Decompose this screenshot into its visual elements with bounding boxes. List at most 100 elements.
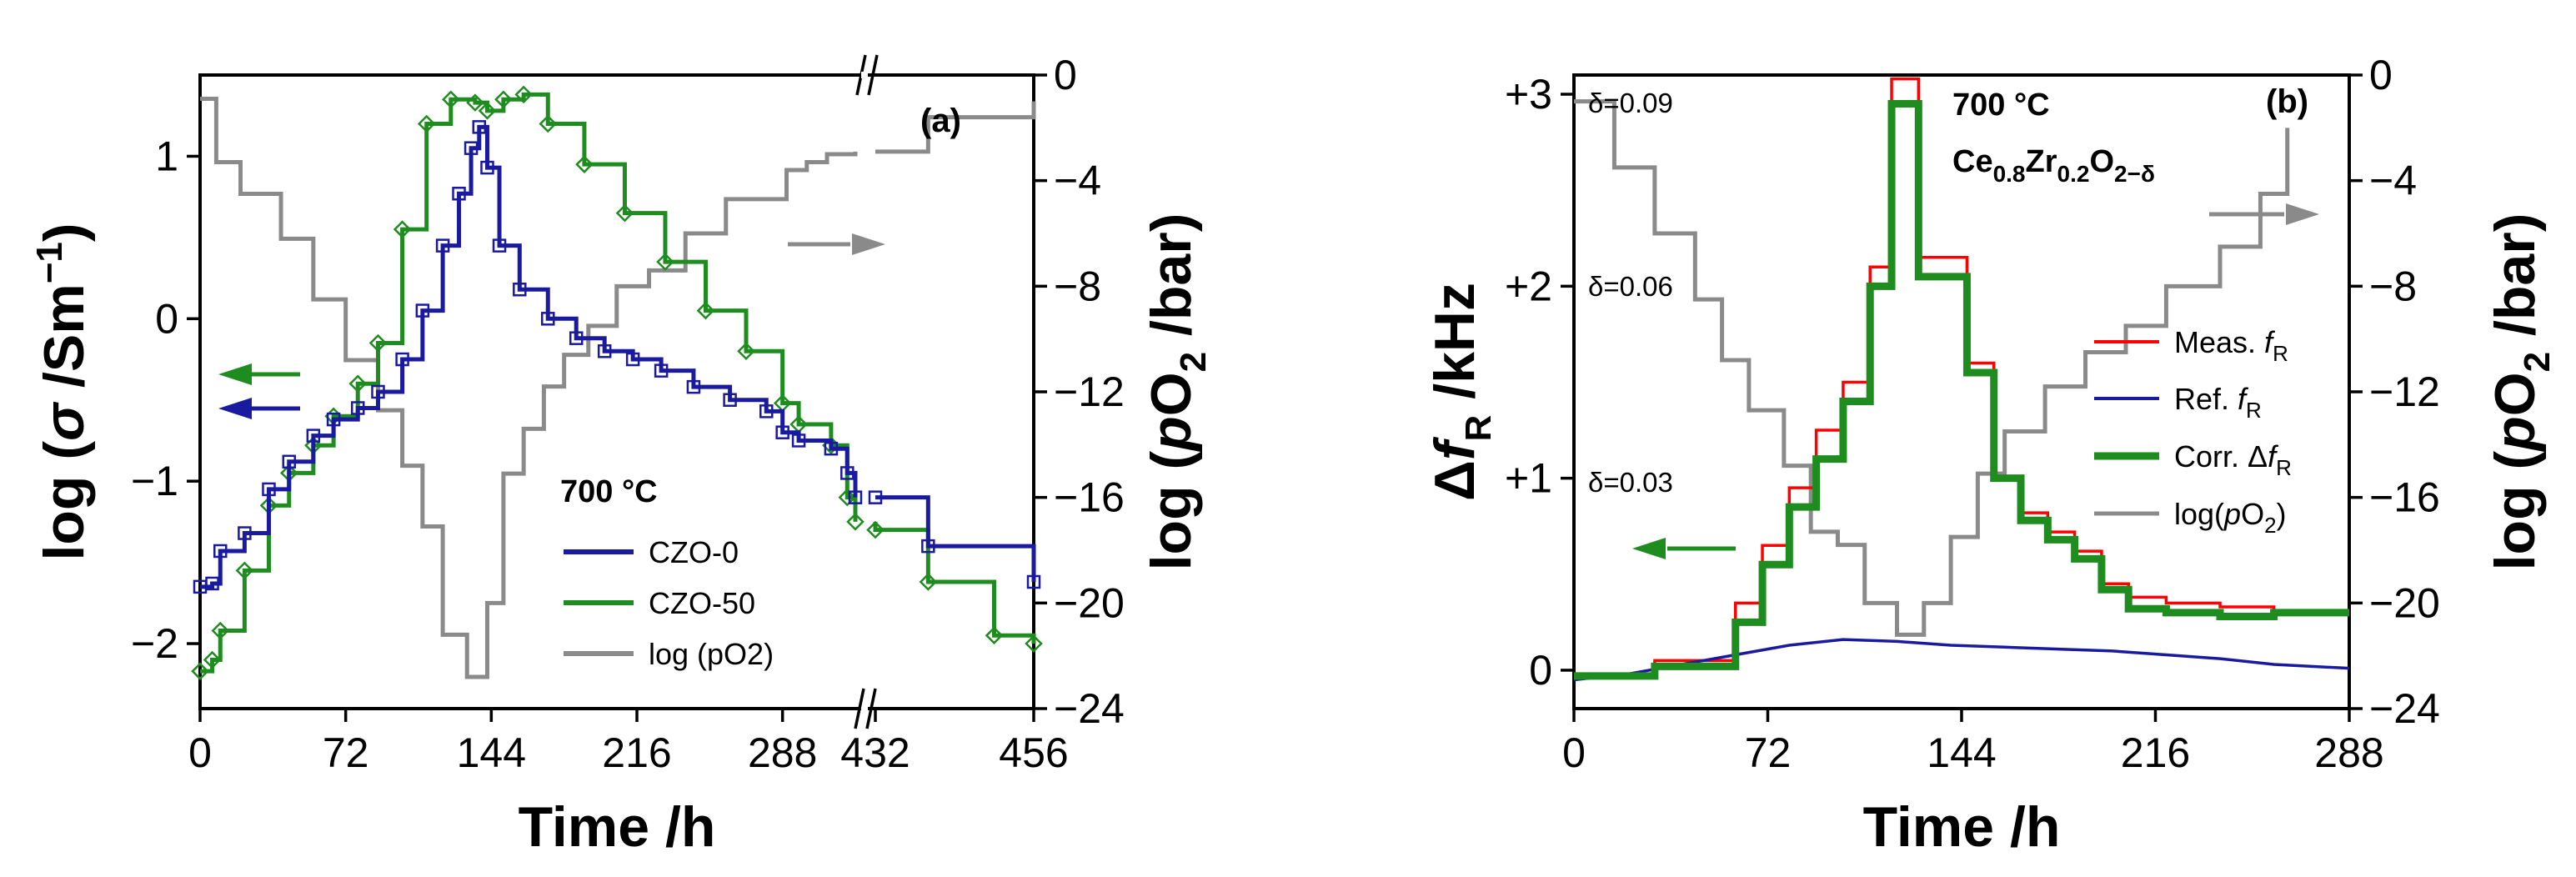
a-point bbox=[417, 114, 436, 133]
a-point bbox=[211, 621, 230, 640]
panel-a-panel-label: (a) bbox=[920, 103, 961, 139]
a-point bbox=[775, 425, 789, 439]
a-point bbox=[848, 490, 863, 504]
a-point bbox=[615, 203, 634, 223]
a-series-log-po2- bbox=[200, 97, 1036, 679]
b-series-meas-fr bbox=[1574, 77, 2349, 678]
a-point bbox=[282, 454, 296, 469]
a-point bbox=[472, 120, 487, 134]
a-y-tick-label: −1 bbox=[131, 458, 178, 504]
b-x-tick-label: 288 bbox=[2314, 729, 2383, 776]
a-point bbox=[262, 482, 276, 497]
a-point bbox=[921, 539, 935, 554]
a-point bbox=[985, 626, 1004, 645]
panel-a-arrow-left-green bbox=[218, 363, 300, 385]
a-point bbox=[759, 404, 774, 418]
a-point bbox=[597, 344, 612, 358]
a-point bbox=[442, 90, 460, 108]
a-y2-tick-label: −16 bbox=[1054, 474, 1125, 521]
a-y2-tick-label: −4 bbox=[1054, 158, 1101, 204]
a-point bbox=[654, 363, 669, 378]
a-point bbox=[866, 520, 885, 539]
panel-a-x-axis-label: Time /h bbox=[519, 795, 716, 859]
a-point bbox=[838, 488, 857, 507]
a-point bbox=[686, 379, 701, 394]
a-point bbox=[235, 561, 254, 580]
a-point bbox=[203, 650, 222, 669]
panel-b-series bbox=[1573, 77, 2350, 682]
b-y-tick-label: +3 bbox=[1505, 71, 1552, 118]
b-y2-tick-label: −4 bbox=[2369, 158, 2417, 204]
b-x-tick-label: 72 bbox=[1745, 729, 1792, 776]
b-y2-tick-label: −16 bbox=[2369, 474, 2440, 521]
a-point bbox=[656, 253, 674, 271]
b-y-tick-label: +1 bbox=[1505, 455, 1552, 502]
panel-b: 0 72 144 216 288+3+2+100−4−8−12−16−20−24 ΔfR… bbox=[1423, 52, 2558, 859]
b-series-corr-fr bbox=[1574, 100, 2349, 680]
b-y2-tick-label: −24 bbox=[2369, 685, 2440, 732]
panel-a-axes-frame bbox=[198, 73, 1035, 710]
b-series-log-po2- bbox=[1574, 99, 2290, 637]
a-y2-tick-label: −12 bbox=[1054, 368, 1125, 415]
panel-a-ticks: 0 72 144 216 288 432 45610−1−20−4−8−12−16−20−2… bbox=[131, 52, 1125, 776]
a-point bbox=[868, 490, 883, 504]
delta-label-0.06: δ=0.06 bbox=[1588, 271, 1673, 302]
a-x-tick-label: 456 bbox=[999, 729, 1068, 776]
a-point bbox=[1026, 574, 1041, 589]
panel-b-legend: Meas. fR Ref. fR Corr. ΔfR log(pO2) bbox=[2094, 325, 2292, 538]
legend-label-po2: log (pO2) bbox=[649, 637, 774, 671]
b-y2-tick-label: −20 bbox=[2369, 579, 2440, 626]
a-point bbox=[191, 662, 209, 680]
a-point bbox=[846, 513, 865, 531]
a-point bbox=[541, 312, 555, 326]
a-point bbox=[737, 342, 755, 361]
a-y-tick-label: 1 bbox=[155, 133, 178, 179]
b-x-tick-label: 144 bbox=[1927, 729, 1996, 776]
a-point bbox=[1025, 634, 1043, 653]
a-x-tick-label: 72 bbox=[323, 729, 369, 776]
b-y-tick-label: 0 bbox=[1529, 647, 1552, 694]
panel-b-temperature: 700 °C bbox=[1952, 88, 2050, 123]
a-point bbox=[539, 114, 558, 133]
a-point bbox=[348, 374, 367, 393]
panel-a-series bbox=[191, 85, 1043, 680]
a-point bbox=[371, 384, 385, 399]
panel-a-arrow-right-gray bbox=[788, 233, 885, 255]
a-y2-tick-label: 0 bbox=[1054, 52, 1077, 98]
b-x-tick-label: 0 bbox=[1562, 729, 1586, 776]
panel-a-legend: 700 °C CZO-0 CZO-50 log (pO2) bbox=[560, 474, 774, 671]
legend-label-ref: Ref. fR bbox=[2174, 382, 2262, 423]
a-point bbox=[238, 526, 252, 540]
panel-a-arrow-left-blue bbox=[218, 398, 300, 419]
a-point bbox=[205, 576, 219, 591]
b-series-ref-fr bbox=[1573, 638, 2350, 682]
a-point bbox=[791, 433, 806, 448]
a-y-tick-label: 0 bbox=[155, 295, 178, 342]
panel-a-temperature: 700 °C bbox=[560, 474, 658, 509]
a-point bbox=[514, 85, 533, 104]
b-y2-tick-label: 0 bbox=[2369, 52, 2393, 98]
a-point bbox=[350, 401, 365, 415]
a-point bbox=[478, 102, 497, 120]
a-x-tick-label: 216 bbox=[602, 729, 671, 776]
a-point bbox=[393, 220, 412, 238]
a-point bbox=[452, 187, 466, 201]
delta-label-0.09: δ=0.09 bbox=[1588, 88, 1673, 118]
panel-a: 0 72 144 216 288 432 45610−1−20−4−8−12−16−20−2… bbox=[29, 52, 1214, 859]
panel-b-y-axis-label: ΔfR /kHz bbox=[1423, 283, 1499, 501]
panel-a-y-axis-label: log (σ /Sm−1) bbox=[29, 223, 96, 560]
a-point bbox=[492, 238, 507, 253]
a-point bbox=[723, 393, 737, 407]
panel-b-arrow-right-gray bbox=[2209, 203, 2319, 225]
legend-label-czo50: CZO-50 bbox=[649, 586, 755, 620]
a-point bbox=[840, 466, 854, 480]
a-series-czo-50 bbox=[200, 92, 1036, 674]
a-point bbox=[625, 352, 640, 367]
a-y2-tick-label: −24 bbox=[1054, 685, 1125, 732]
b-y2-tick-label: −8 bbox=[2369, 263, 2417, 309]
a-series-czo-0 bbox=[200, 124, 1036, 589]
a-point bbox=[306, 428, 321, 443]
a-point bbox=[696, 301, 715, 320]
a-point bbox=[569, 331, 584, 345]
